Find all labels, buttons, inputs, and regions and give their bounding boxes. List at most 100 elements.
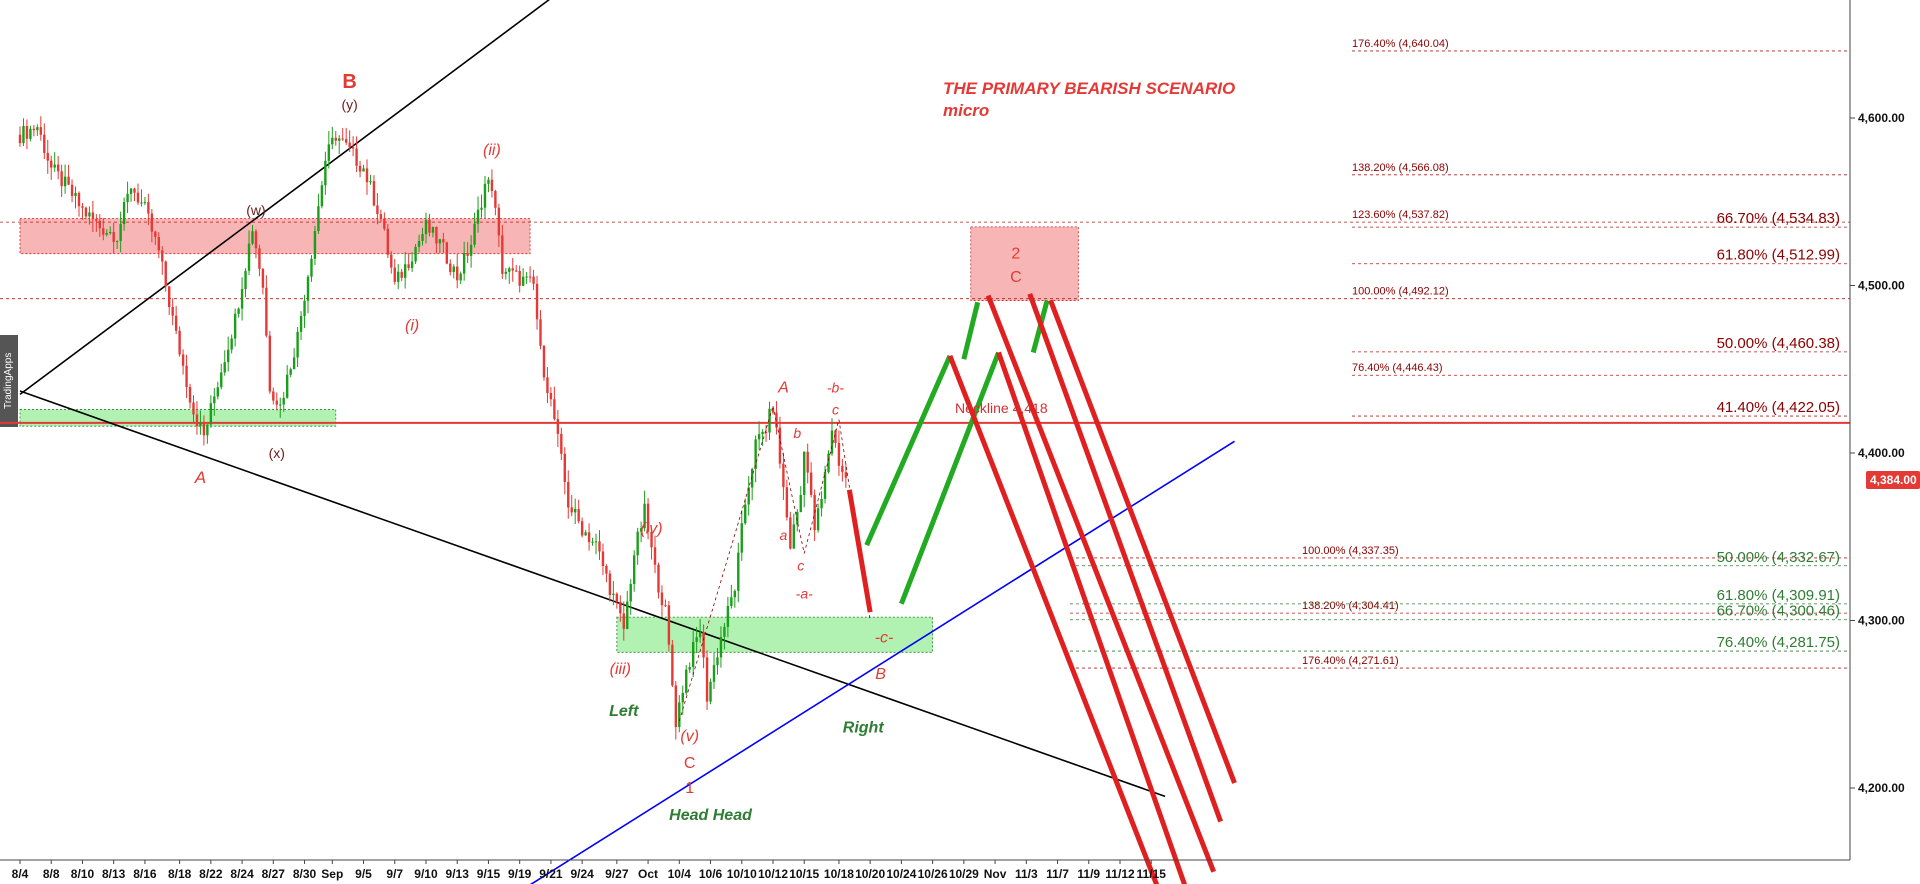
x-tick-label: 11/9 bbox=[1077, 867, 1100, 881]
candle-body bbox=[344, 139, 348, 143]
x-tick-label: 9/21 bbox=[539, 867, 563, 881]
candle-body bbox=[95, 219, 98, 221]
candle-body bbox=[150, 213, 154, 232]
candle-body bbox=[775, 412, 778, 428]
candle-body bbox=[386, 228, 390, 255]
candle-body bbox=[192, 402, 195, 415]
wave-label: (x) bbox=[269, 445, 285, 461]
candle-body bbox=[365, 168, 369, 183]
candle-body bbox=[251, 231, 254, 244]
candle-body bbox=[567, 481, 570, 508]
candle-body bbox=[379, 214, 383, 219]
candle-body bbox=[115, 240, 119, 242]
candle-body bbox=[827, 453, 830, 473]
candle-body bbox=[816, 508, 820, 531]
candle-body bbox=[63, 176, 67, 187]
wave-label: (w) bbox=[246, 202, 265, 218]
candle-body bbox=[22, 126, 25, 144]
candle-body bbox=[778, 427, 782, 464]
candle-body bbox=[577, 508, 580, 522]
candle-body bbox=[376, 205, 379, 215]
candle-body bbox=[296, 331, 299, 358]
candle-body bbox=[542, 345, 546, 378]
candle-body bbox=[792, 524, 796, 549]
wave-label: B bbox=[875, 666, 886, 683]
candle-body bbox=[619, 601, 622, 614]
candle-body bbox=[105, 233, 108, 235]
trendlines bbox=[19, 0, 1235, 884]
candle-body bbox=[258, 248, 261, 269]
candle-body bbox=[317, 206, 320, 232]
candle-body bbox=[289, 369, 292, 375]
candle-body bbox=[230, 338, 233, 350]
projections bbox=[846, 293, 1237, 884]
candle-body bbox=[459, 273, 462, 281]
candle-body bbox=[84, 207, 88, 217]
candle-body bbox=[164, 261, 167, 287]
candle-body bbox=[233, 313, 237, 339]
wave-label: Left bbox=[609, 703, 639, 720]
candle-body bbox=[400, 271, 403, 278]
current-price-badge: 4,384.00 bbox=[1866, 471, 1920, 489]
x-tick-label: Oct bbox=[638, 867, 658, 881]
wave-label: C bbox=[1010, 269, 1022, 286]
candle-body bbox=[327, 144, 331, 161]
candle-body bbox=[521, 276, 525, 286]
candle-body bbox=[383, 218, 386, 229]
fib-level-label: 76.40% (4,281.75) bbox=[1717, 634, 1840, 651]
candle-body bbox=[476, 209, 480, 224]
candle-body bbox=[109, 231, 112, 234]
candle-body bbox=[265, 287, 268, 336]
candle-body bbox=[147, 202, 150, 214]
candle-body bbox=[730, 597, 733, 606]
x-tick-label: 10/29 bbox=[949, 867, 979, 881]
candle-body bbox=[844, 472, 848, 478]
candle-body bbox=[563, 453, 566, 482]
candle-body bbox=[102, 228, 105, 235]
candle-body bbox=[445, 242, 449, 264]
candle-body bbox=[369, 181, 372, 183]
candle-body bbox=[112, 231, 115, 242]
candle-body bbox=[719, 636, 723, 658]
candle-body bbox=[119, 224, 122, 241]
candle-body bbox=[705, 657, 709, 702]
candle-body bbox=[685, 669, 688, 693]
projection-up bbox=[899, 351, 1001, 605]
x-tick-label: 9/7 bbox=[386, 867, 403, 881]
candle-body bbox=[841, 465, 844, 473]
projection-up bbox=[961, 301, 981, 360]
candle-body bbox=[709, 681, 712, 702]
x-tick-label: 10/20 bbox=[855, 867, 885, 881]
candle-body bbox=[837, 442, 841, 466]
neckline-label: Neckline 4,418 bbox=[955, 400, 1048, 416]
candle-body bbox=[723, 626, 726, 637]
candle-body bbox=[494, 190, 497, 208]
candle-body bbox=[67, 176, 70, 185]
candle-body bbox=[834, 430, 837, 443]
wave-label: (y) bbox=[341, 97, 357, 113]
x-tick-label: 9/10 bbox=[414, 867, 438, 881]
candle-body bbox=[199, 422, 202, 426]
candle-body bbox=[591, 541, 594, 543]
wave-labels: B (y) (w) (x) A (ii) (i) (iv) (iii) (v) C 1 Left Head… bbox=[194, 71, 1022, 824]
candle-body bbox=[733, 590, 737, 598]
x-tick-label: 11/3 bbox=[1015, 867, 1038, 881]
candle-body bbox=[341, 138, 344, 140]
projection-down bbox=[947, 354, 1160, 884]
wave-label: Head Head bbox=[669, 807, 753, 824]
candle-body bbox=[136, 192, 140, 203]
candle-body bbox=[206, 424, 209, 436]
fib-level-label: 176.40% (4,640.04) bbox=[1352, 38, 1449, 50]
x-tick-label: 9/5 bbox=[355, 867, 372, 881]
candle-body bbox=[466, 253, 469, 256]
candle-body bbox=[168, 286, 171, 308]
target-zone bbox=[970, 226, 1079, 301]
candle-body bbox=[244, 270, 247, 290]
x-tick-label: 8/10 bbox=[71, 867, 95, 881]
candle-body bbox=[501, 235, 504, 274]
candle-body bbox=[88, 212, 91, 217]
candle-body bbox=[553, 399, 556, 420]
candle-body bbox=[761, 431, 764, 435]
wave-label: c bbox=[797, 557, 804, 573]
